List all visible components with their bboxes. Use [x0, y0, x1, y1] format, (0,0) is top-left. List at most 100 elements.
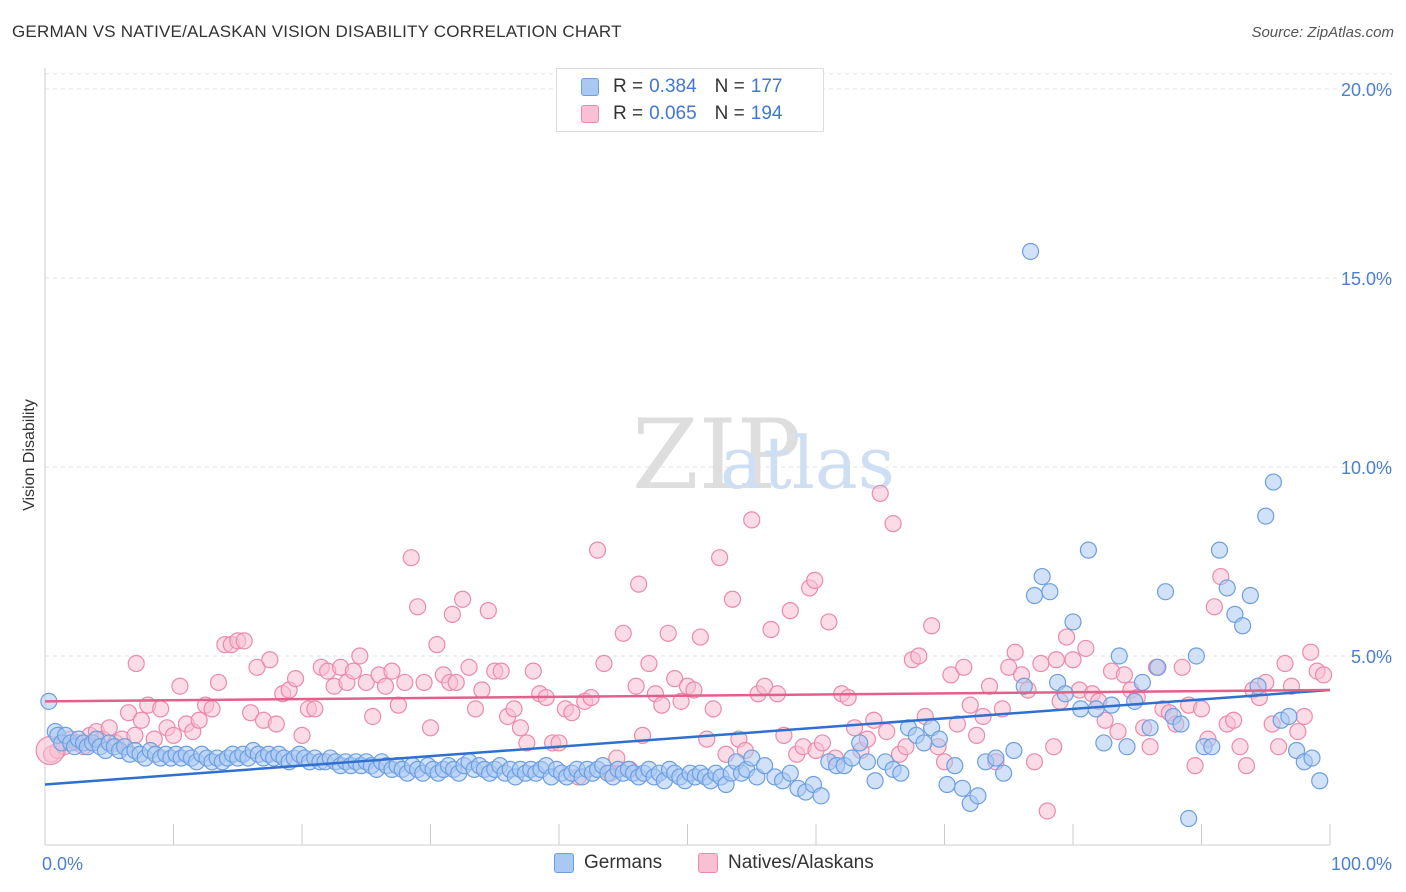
german-point-178 [1056, 685, 1074, 703]
native-point-203 [1047, 651, 1065, 669]
german-point-155 [866, 772, 884, 790]
native-point-91 [627, 677, 645, 695]
native-point-202 [806, 571, 824, 589]
german-point-211 [1311, 772, 1329, 790]
native-point-200 [443, 605, 461, 623]
german-point-202 [1241, 586, 1259, 605]
native-point-79 [550, 734, 568, 752]
native-point-50 [364, 707, 382, 726]
native-point-98 [672, 692, 690, 710]
native-point-67 [473, 681, 491, 699]
x-tick-label-1: 100.0% [1331, 854, 1392, 874]
legend-n-value: 177 [750, 76, 783, 97]
native-point-58 [415, 673, 433, 692]
german-point-174 [1025, 586, 1044, 605]
german-point-187 [1126, 692, 1144, 710]
native-point-104 [711, 549, 729, 567]
native-point-100 [685, 681, 703, 699]
native-point-89 [614, 624, 632, 642]
german-point-197 [1203, 738, 1221, 756]
y-tick-label-2: 15.0% [1341, 269, 1392, 289]
native-point-125 [845, 719, 864, 737]
native-point-144 [968, 726, 986, 744]
native-point-142 [955, 658, 973, 676]
correlation-legend: R = 0.384 N = 177 R = 0.065 N = 194 [556, 68, 824, 132]
german-point-170 [987, 749, 1005, 767]
native-point-55 [396, 673, 414, 692]
watermark-zip: ZIP [632, 399, 801, 511]
native-point-109 [743, 511, 761, 529]
legend-swatch-natives [698, 853, 718, 873]
german-point-152 [843, 749, 861, 767]
native-point-102 [698, 730, 716, 748]
native-point-73 [511, 719, 530, 737]
legend-label-germans: Germans [584, 852, 663, 873]
native-point-23 [190, 711, 208, 729]
german-point-163 [930, 730, 948, 748]
legend-r-label: R = [613, 76, 644, 97]
x-tick-labels: 0.0% 100.0% [42, 854, 1392, 874]
legend-item-germans[interactable]: Germans [554, 852, 662, 874]
x-tick-label-0: 0.0% [42, 854, 83, 874]
native-point-30 [235, 632, 253, 650]
native-point-66 [466, 700, 485, 718]
native-point-195 [1295, 707, 1313, 726]
legend-r-value: 0.065 [649, 103, 697, 124]
native-point-120 [813, 734, 832, 752]
german-point-183 [1095, 734, 1113, 752]
native-point-64 [454, 590, 472, 608]
native-point-149 [1000, 658, 1018, 676]
native-point-103 [704, 700, 722, 718]
native-point-201 [630, 575, 648, 593]
native-point-81 [563, 704, 581, 722]
y-tick-label-3: 20.0% [1341, 80, 1392, 100]
german-point-179 [1064, 613, 1082, 631]
native-point-140 [942, 666, 960, 684]
native-point-26 [209, 673, 228, 692]
german-point-139 [743, 749, 761, 767]
native-point-86 [595, 654, 613, 673]
german-point-148 [812, 787, 830, 805]
german-point-195 [1187, 647, 1205, 665]
native-point-34 [261, 651, 279, 669]
legend-item-natives[interactable]: Natives/Alaskans [698, 852, 874, 874]
german-point-204 [1257, 507, 1275, 525]
native-point-56 [402, 549, 420, 567]
native-point-158 [1057, 628, 1076, 646]
german-point-144 [781, 764, 799, 782]
native-point-179 [1192, 700, 1211, 718]
german-point-181 [1079, 541, 1098, 559]
native-point-74 [518, 734, 536, 752]
grid-lines [45, 73, 1392, 657]
native-point-106 [723, 590, 742, 608]
watermark-atlas: atlas [720, 421, 895, 505]
native-point-25 [203, 700, 221, 718]
native-point-185 [1231, 738, 1249, 756]
legend-row-germans: R = 0.384 N = 177 [581, 75, 782, 99]
native-point-153 [1025, 753, 1044, 771]
legend-swatch-germans [554, 853, 574, 873]
native-point-12 [119, 704, 138, 722]
native-point-171 [1141, 738, 1159, 756]
trend-line-0 [44, 688, 1331, 786]
native-point-137 [923, 617, 941, 635]
native-point-133 [897, 738, 915, 756]
native-point-97 [666, 670, 684, 688]
legend-r-label: R = [613, 103, 644, 124]
german-point-161 [915, 734, 933, 752]
native-point-31 [242, 704, 260, 722]
german-point-171 [995, 764, 1013, 782]
german-point-201 [1234, 617, 1252, 635]
german-point-172 [1005, 741, 1023, 760]
native-point-52 [376, 677, 395, 695]
legend-label-natives: Natives/Alaskans [728, 852, 874, 873]
native-point-57 [409, 598, 427, 616]
native-point-72 [505, 700, 523, 718]
native-point-181 [1205, 598, 1223, 616]
german-point-175 [1033, 567, 1051, 586]
legend-n-label: N = [714, 103, 745, 124]
native-point-143 [961, 696, 979, 714]
native-point-155 [1038, 802, 1056, 820]
native-point-47 [344, 662, 362, 680]
